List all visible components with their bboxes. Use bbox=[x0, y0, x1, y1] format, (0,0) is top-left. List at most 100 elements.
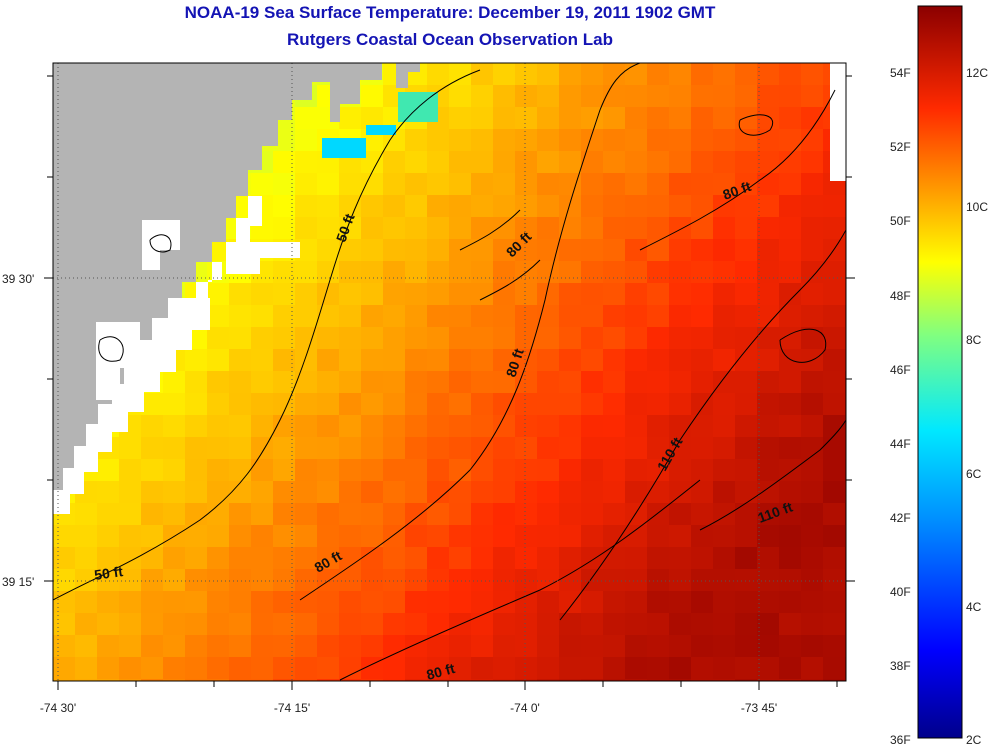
sst-cell bbox=[449, 195, 472, 218]
sst-cell bbox=[669, 459, 692, 482]
sst-cell bbox=[669, 657, 692, 680]
sst-cell bbox=[537, 503, 560, 526]
sst-cell bbox=[493, 305, 516, 328]
sst-cell bbox=[339, 437, 362, 460]
sst-cell bbox=[801, 437, 824, 460]
sst-cell bbox=[801, 173, 824, 196]
sst-cell bbox=[801, 393, 824, 416]
sst-cell bbox=[537, 349, 560, 372]
sst-cell bbox=[735, 107, 758, 130]
sst-cell bbox=[493, 151, 516, 174]
sst-cell bbox=[449, 261, 472, 284]
sst-cell bbox=[339, 261, 362, 284]
sst-cell bbox=[603, 437, 626, 460]
sst-cell bbox=[251, 415, 274, 438]
sst-cell bbox=[493, 547, 516, 570]
sst-cell bbox=[581, 261, 604, 284]
sst-cell bbox=[471, 591, 494, 614]
sst-cell bbox=[779, 613, 802, 636]
sst-cell bbox=[559, 503, 582, 526]
sst-cell bbox=[537, 63, 560, 86]
sst-cell bbox=[339, 569, 362, 592]
sst-cell bbox=[493, 63, 516, 86]
sst-cell bbox=[141, 415, 164, 438]
sst-cell bbox=[669, 63, 692, 86]
sst-cell bbox=[405, 547, 428, 570]
sst-cell bbox=[559, 107, 582, 130]
sst-cell bbox=[735, 525, 758, 548]
sst-cell bbox=[427, 415, 450, 438]
sst-cell bbox=[471, 261, 494, 284]
sst-cell bbox=[669, 393, 692, 416]
sst-cell bbox=[273, 195, 296, 218]
sst-cell bbox=[383, 569, 406, 592]
sst-cell bbox=[97, 657, 120, 680]
x-tick-label: -74 0' bbox=[510, 701, 540, 715]
sst-cell bbox=[515, 657, 538, 680]
sst-cell bbox=[537, 657, 560, 680]
sst-cell bbox=[427, 591, 450, 614]
sst-cell bbox=[339, 547, 362, 570]
sst-cell bbox=[295, 547, 318, 570]
sst-cell bbox=[669, 569, 692, 592]
sst-cell bbox=[361, 327, 384, 350]
sst-cell bbox=[317, 349, 340, 372]
sst-cell bbox=[537, 525, 560, 548]
sst-cell bbox=[449, 63, 472, 86]
sst-cell bbox=[295, 283, 318, 306]
sst-cell bbox=[251, 679, 274, 681]
sst-cell bbox=[229, 371, 252, 394]
sst-cell bbox=[471, 415, 494, 438]
sst-cell bbox=[559, 613, 582, 636]
sst-cell bbox=[251, 283, 274, 306]
sst-cell bbox=[97, 635, 120, 658]
sst-cell bbox=[537, 239, 560, 262]
sst-cell bbox=[823, 481, 846, 504]
sst-cell bbox=[317, 459, 340, 482]
sst-cell bbox=[691, 151, 714, 174]
sst-cell bbox=[207, 239, 230, 262]
sst-cell bbox=[603, 569, 626, 592]
sst-cell bbox=[581, 503, 604, 526]
sst-cell bbox=[801, 525, 824, 548]
sst-cell bbox=[779, 547, 802, 570]
sst-cell bbox=[449, 393, 472, 416]
sst-cell bbox=[339, 481, 362, 504]
sst-cell bbox=[779, 569, 802, 592]
sst-cell bbox=[515, 415, 538, 438]
sst-cell bbox=[229, 657, 252, 680]
sst-cell bbox=[493, 415, 516, 438]
sst-cell bbox=[207, 503, 230, 526]
sst-cell bbox=[53, 679, 76, 681]
sst-cell bbox=[427, 349, 450, 372]
sst-cell bbox=[757, 129, 780, 152]
sst-cell bbox=[383, 635, 406, 658]
sst-cell bbox=[493, 613, 516, 636]
sst-cell bbox=[735, 217, 758, 240]
sst-cell bbox=[383, 195, 406, 218]
sst-cell bbox=[317, 195, 340, 218]
sst-cell bbox=[229, 349, 252, 372]
contour-label: 80 ft bbox=[425, 660, 457, 683]
sst-cell bbox=[801, 107, 824, 130]
sst-cell bbox=[361, 657, 384, 680]
sst-cell bbox=[383, 547, 406, 570]
sst-cell bbox=[295, 327, 318, 350]
sst-cell bbox=[427, 151, 450, 174]
sst-cell bbox=[713, 239, 736, 262]
sst-cell bbox=[669, 437, 692, 460]
sst-cell bbox=[845, 393, 846, 416]
sst-cell bbox=[295, 261, 318, 284]
sst-cell bbox=[735, 239, 758, 262]
sst-cell bbox=[471, 613, 494, 636]
sst-cell bbox=[383, 349, 406, 372]
sst-cell bbox=[801, 371, 824, 394]
sst-cell bbox=[405, 349, 428, 372]
sst-cell bbox=[691, 349, 714, 372]
contour-50ft bbox=[53, 69, 481, 601]
sst-cell bbox=[251, 591, 274, 614]
sst-cell bbox=[713, 261, 736, 284]
sst-cell bbox=[845, 107, 846, 130]
sst-cell bbox=[361, 217, 384, 240]
sst-cell bbox=[647, 283, 670, 306]
